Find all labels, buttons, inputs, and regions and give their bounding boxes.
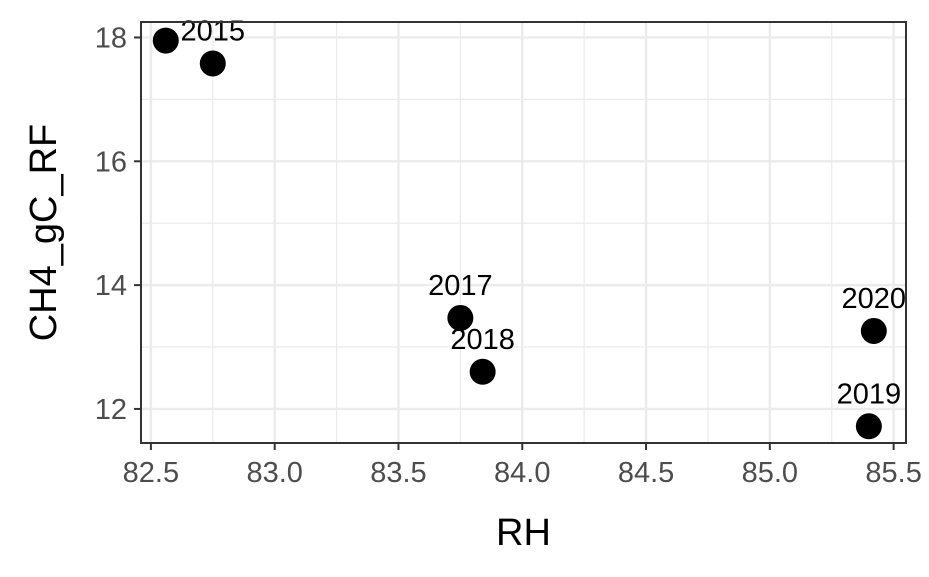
point-label: 2020 <box>842 283 907 315</box>
x-tick-label: 85.0 <box>742 457 798 489</box>
point-label: 2017 <box>428 270 493 302</box>
y-tick-label: 18 <box>95 22 127 54</box>
data-point <box>855 413 882 440</box>
data-point <box>447 304 474 331</box>
panel-background <box>141 22 906 443</box>
point-label: 2018 <box>450 324 515 356</box>
axes: 82.5 83.0 83.5 84.0 84.5 85.0 85.5 12 14 16 18 <box>95 22 922 489</box>
x-tick-label: 85.5 <box>865 457 921 489</box>
y-tick-label: 12 <box>95 394 127 426</box>
x-axis-title: RH <box>496 512 551 554</box>
grid-lines <box>141 22 906 443</box>
x-tick-label: 83.5 <box>370 457 426 489</box>
x-tick-label: 83.0 <box>246 457 302 489</box>
data-point <box>152 27 179 54</box>
y-tick-label: 16 <box>95 146 127 178</box>
x-tick-label: 82.5 <box>123 457 179 489</box>
data-point <box>860 317 887 344</box>
data-point <box>199 50 226 77</box>
data-points <box>152 27 887 440</box>
panel-border <box>140 21 907 444</box>
point-labels: 2015 2017 2018 2020 2019 <box>181 15 907 410</box>
data-point <box>469 358 496 385</box>
point-label: 2015 <box>181 15 246 47</box>
x-tick-label: 84.0 <box>494 457 550 489</box>
y-tick-label: 14 <box>95 270 127 302</box>
x-tick-label: 84.5 <box>618 457 674 489</box>
y-axis-title: CH4_gC_RF <box>23 124 65 342</box>
point-label: 2019 <box>837 378 902 410</box>
